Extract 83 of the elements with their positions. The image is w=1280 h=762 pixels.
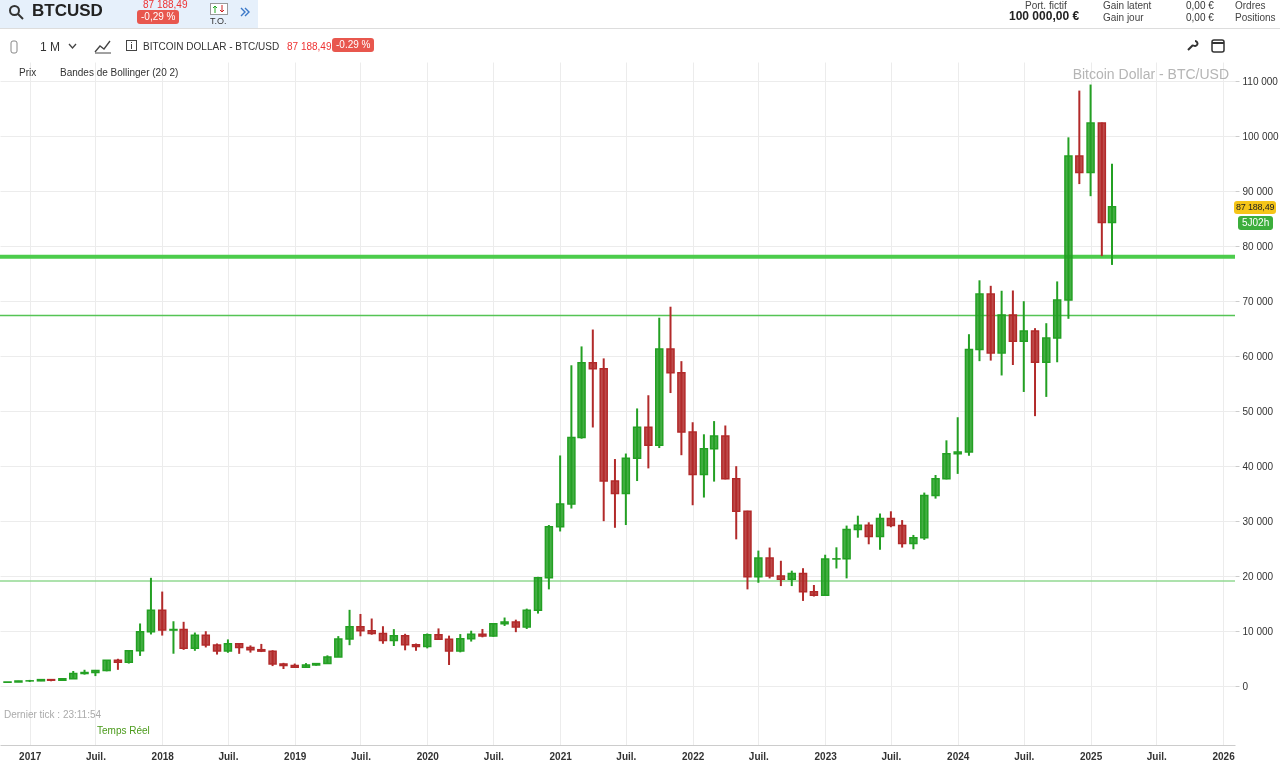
candlestick xyxy=(356,612,365,638)
y-tick-label: 100 000 xyxy=(1242,130,1280,142)
text: -0,29 % xyxy=(137,10,180,24)
x-tick-label: Juil. xyxy=(616,750,637,762)
x-tick-label: 2019 xyxy=(284,750,307,762)
candlestick xyxy=(875,512,885,551)
candlestick xyxy=(953,416,962,475)
candlestick xyxy=(897,519,907,549)
x-tick-label: Juil. xyxy=(350,750,372,762)
x-tick-label: 2025 xyxy=(1079,750,1103,762)
text: Positions xyxy=(1235,12,1276,24)
x-tick-label: Juil. xyxy=(218,750,239,762)
text: BITCOIN DOLLAR - BTC/USD xyxy=(143,41,280,53)
y-tick-label: 110 000 xyxy=(1242,75,1279,87)
text: BTCUSD xyxy=(32,1,103,22)
x-tick-label: 2023 xyxy=(814,750,838,762)
candlestick xyxy=(864,521,873,546)
candlestick xyxy=(179,620,188,651)
text: 5J02h xyxy=(1238,216,1274,230)
x-tick-label: Juil. xyxy=(1146,750,1168,762)
candlestick xyxy=(610,458,620,529)
y-tick-label: 30 000 xyxy=(1242,515,1274,527)
text: 1 M xyxy=(40,40,61,55)
text: 0,00 € xyxy=(1186,12,1214,24)
x-tick-label: 2020 xyxy=(416,750,440,762)
candlestick xyxy=(754,549,763,584)
text: 100 000,00 € xyxy=(1009,9,1080,24)
x-tick-label: Juil. xyxy=(748,750,770,762)
candlestick xyxy=(588,328,598,429)
candlestick xyxy=(666,305,675,395)
candlestick xyxy=(146,576,156,636)
candlestick xyxy=(644,394,653,470)
candlestick xyxy=(1019,300,1029,393)
y-tick-label: 10 000 xyxy=(1242,625,1274,637)
y-tick-label: 0 xyxy=(1242,680,1249,692)
x-tick-label: Juil. xyxy=(1014,750,1035,762)
candlestick xyxy=(334,635,343,659)
candlestick xyxy=(135,622,145,657)
text: Port. fictif xyxy=(1025,0,1067,11)
x-tick-label: Juil. xyxy=(85,750,107,762)
candlestick xyxy=(444,634,454,666)
text: 87 188,49 xyxy=(287,41,332,53)
text: Gain latent xyxy=(1103,0,1152,12)
candlestick xyxy=(765,546,774,580)
candlestick xyxy=(709,420,719,483)
y-tick-label: 70 000 xyxy=(1242,295,1274,307)
annotation: Bandes de Bollinger (20 2) xyxy=(60,67,179,79)
chart-title: Bitcoin Dollar - BTC/USD xyxy=(1072,66,1229,82)
text: T.O. xyxy=(210,16,227,27)
text: 87 188,49 xyxy=(1234,201,1277,214)
candlestick xyxy=(345,608,354,647)
candlestick xyxy=(1075,89,1084,186)
text: 0,00 € xyxy=(1186,0,1214,12)
annotation: Dernier tick : 23:11:54 xyxy=(4,709,102,721)
y-tick-label: 20 000 xyxy=(1242,570,1274,582)
candlestick xyxy=(169,620,178,655)
x-tick-label: 2022 xyxy=(682,750,705,762)
x-tick-label: 2024 xyxy=(947,750,970,762)
y-tick-label: 40 000 xyxy=(1242,460,1274,472)
y-tick-label: 60 000 xyxy=(1242,350,1274,362)
x-tick-label: 2017 xyxy=(19,750,42,762)
text: -0.29 % xyxy=(332,38,375,52)
x-tick-label: Juil. xyxy=(483,750,505,762)
x-tick-label: 2018 xyxy=(151,750,175,762)
candlestick xyxy=(1107,162,1117,266)
y-tick-label: 90 000 xyxy=(1242,185,1274,197)
text: 87 188,49 xyxy=(143,0,188,11)
x-tick-label: 2021 xyxy=(549,750,573,762)
candlestick xyxy=(931,473,940,500)
candlestick xyxy=(190,631,200,652)
candlestick xyxy=(555,454,565,533)
x-tick-label: 2026 xyxy=(1212,750,1236,762)
x-tick-label: Juil. xyxy=(881,750,902,762)
y-tick-label: 80 000 xyxy=(1242,240,1274,252)
text: Ordres xyxy=(1235,0,1266,12)
text: Gain jour xyxy=(1103,12,1144,24)
annotation: Temps Réel xyxy=(97,725,150,737)
candlestick xyxy=(157,590,167,637)
candlestick xyxy=(522,607,531,630)
candlestick xyxy=(798,567,808,602)
y-tick-label: 50 000 xyxy=(1242,405,1274,417)
annotation: Prix xyxy=(19,67,37,79)
candlestick xyxy=(776,559,786,588)
